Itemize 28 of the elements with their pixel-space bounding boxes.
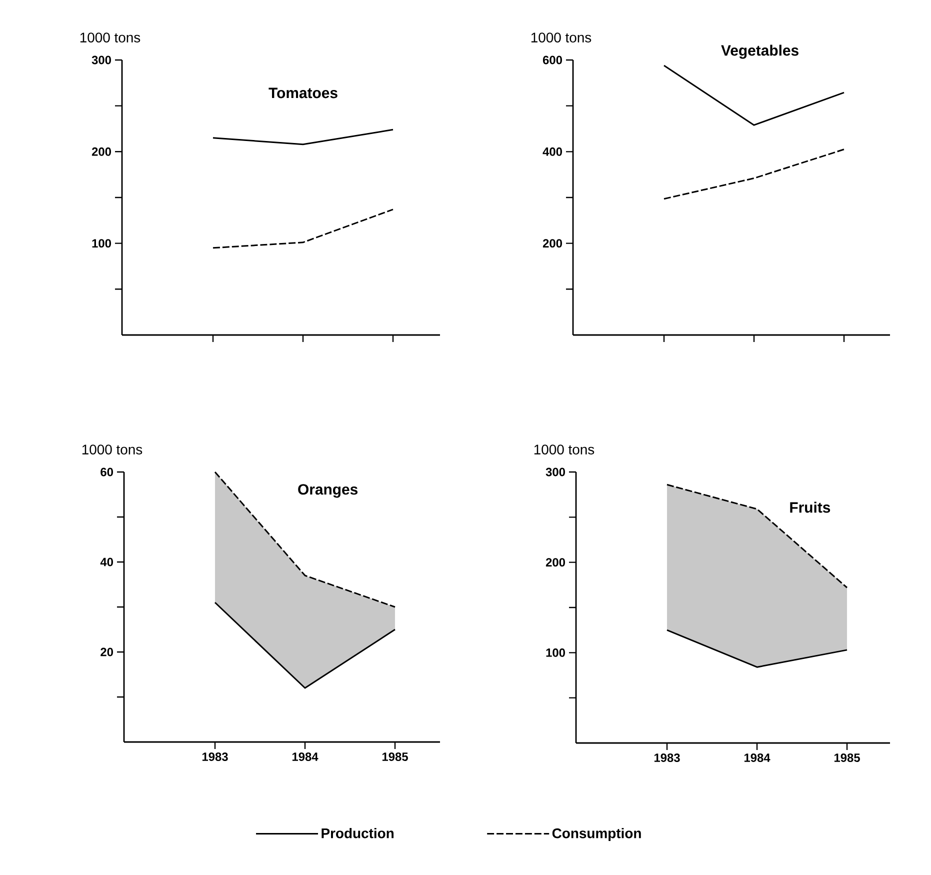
text: Tomatoes <box>268 88 338 98</box>
x-tick-label: 1985 <box>382 752 408 761</box>
y-axis-title: 1000 tons <box>80 32 140 42</box>
x-tick-label: 1983 <box>202 752 228 762</box>
y-tick-label: 100 <box>92 239 111 248</box>
x-tick-label: 1984 <box>744 754 770 762</box>
y-tick-label: 200 <box>542 239 562 248</box>
y-tick-label: 60 <box>100 468 113 476</box>
text: Oranges <box>298 484 358 498</box>
y-axis-title: 1000 tons <box>534 444 594 454</box>
y-tick-label: 20 <box>100 648 113 656</box>
y-axis-title: 1000 tons <box>82 444 142 454</box>
x-tick-label: 1984 <box>292 752 318 761</box>
y-tick-label: 200 <box>92 147 111 156</box>
legend-label: Production <box>322 828 394 838</box>
y-tick-label: 300 <box>546 468 565 476</box>
y-tick-label: 100 <box>546 648 565 657</box>
y-tick-label: 200 <box>546 558 565 567</box>
y-tick-label: 40 <box>100 558 113 566</box>
y-axis-title: 1000 tons <box>531 32 592 42</box>
legend-label: Consumption <box>552 828 641 841</box>
y-tick-label: 300 <box>92 56 111 64</box>
y-tick-label: 400 <box>542 147 562 156</box>
x-tick-label: 1983 <box>654 754 680 762</box>
chart-title: Vegetables <box>721 44 798 59</box>
x-tick-label: 1985 <box>834 754 860 762</box>
text: Fruits <box>790 502 830 513</box>
y-tick-label: 600 <box>542 56 562 64</box>
